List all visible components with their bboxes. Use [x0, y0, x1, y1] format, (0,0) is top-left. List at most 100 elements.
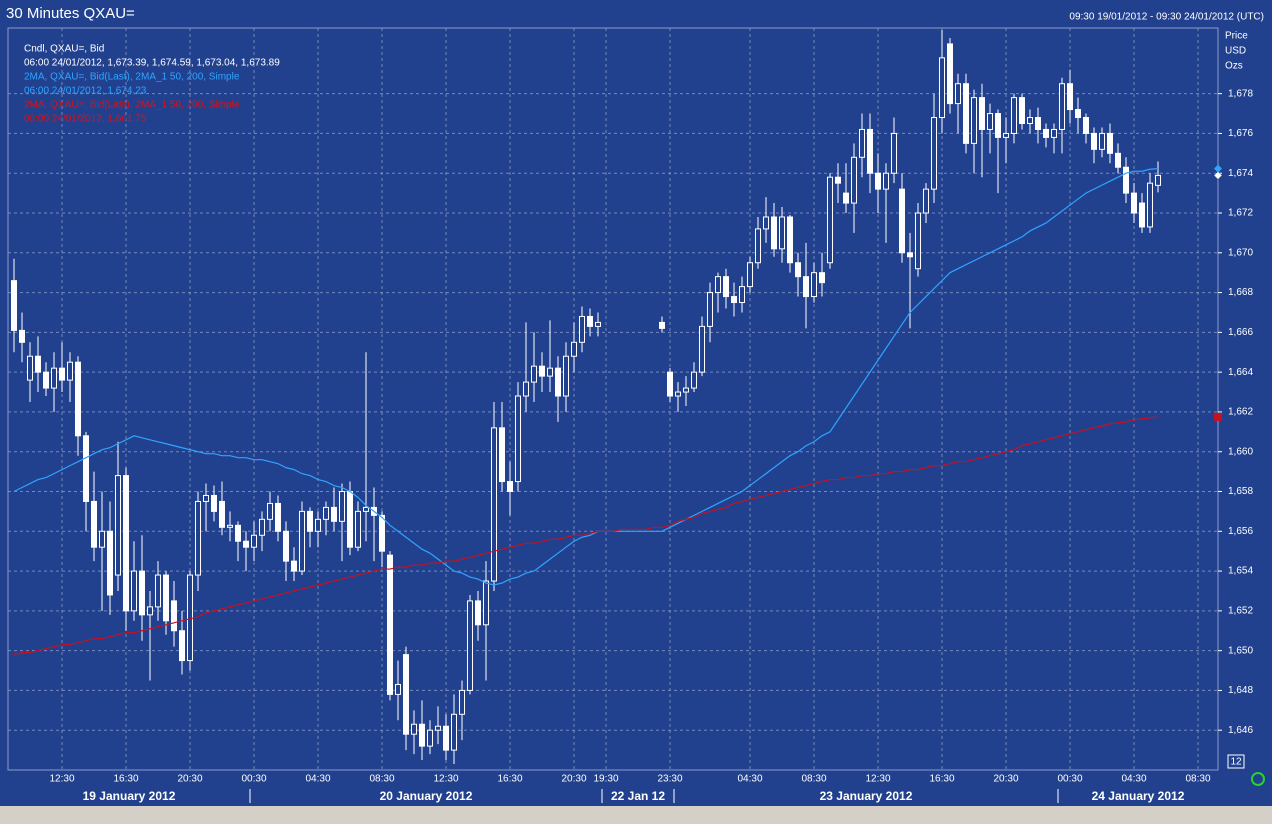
candle-body — [707, 292, 713, 327]
candle-body — [51, 367, 57, 389]
candle-body — [1059, 83, 1065, 130]
x-tick-label: 08:30 — [801, 774, 826, 785]
legend-name: 2MA, QXAU=, Bid(Last), 2MA_1 50, 200, Si… — [24, 100, 240, 111]
candle-body — [251, 534, 257, 548]
y-tick-label: 1,658 — [1228, 486, 1253, 497]
marks — [11, 29, 1223, 765]
candle-body — [891, 132, 897, 174]
candle-body — [803, 276, 809, 298]
candle-body — [459, 689, 465, 715]
x-tick-label: 20:30 — [177, 774, 202, 785]
candle-body — [451, 713, 457, 751]
candle-body — [723, 276, 729, 298]
candle-body — [491, 427, 497, 582]
x-tick-label: 16:30 — [929, 774, 954, 785]
legend-name: Cndl, QXAU=, Bid — [24, 44, 104, 55]
candle-body — [955, 83, 961, 105]
candle-body — [843, 192, 849, 204]
candle-body — [35, 355, 41, 373]
candle-body — [571, 341, 577, 357]
plot-area — [7, 27, 1219, 771]
candle-body — [1019, 97, 1025, 124]
candle-body — [1003, 132, 1009, 138]
candle-body — [763, 216, 769, 230]
candle-body — [27, 355, 33, 381]
candle-body — [483, 580, 489, 626]
corner-box — [1227, 754, 1245, 769]
candle-body — [395, 683, 401, 695]
candle-body — [419, 723, 425, 747]
y-tick-label: 1,670 — [1228, 247, 1253, 258]
axis-unit: Ozs — [1225, 61, 1243, 72]
candle-body — [851, 156, 857, 204]
candle-body — [915, 212, 921, 270]
candle-body — [835, 176, 841, 184]
candle-body — [91, 500, 97, 548]
x-tick-label: 16:30 — [113, 774, 138, 785]
candle-body — [667, 371, 673, 397]
candle-body — [427, 729, 433, 747]
candle-body — [267, 502, 273, 520]
axis-unit: Price — [1225, 31, 1248, 42]
candle-body — [731, 296, 737, 304]
y-tick-label: 1,674 — [1228, 168, 1253, 179]
x-tick-label: 00:30 — [1057, 774, 1082, 785]
date-label: 24 January 2012 — [1092, 789, 1185, 803]
candle-body — [675, 391, 681, 397]
candle-body — [403, 654, 409, 735]
x-tick-label: 04:30 — [1121, 774, 1146, 785]
x-tick-label: 16:30 — [497, 774, 522, 785]
candle-body — [715, 276, 721, 294]
x-tick-label: 12:30 — [433, 774, 458, 785]
candle-body — [1115, 152, 1121, 168]
candle-body — [659, 321, 665, 329]
candle-body — [819, 272, 825, 284]
y-tick-label: 1,678 — [1228, 88, 1253, 99]
candle-body — [379, 514, 385, 552]
candle-body — [155, 574, 161, 608]
corner-label: 12 — [1230, 757, 1242, 768]
candle-body — [987, 113, 993, 130]
candle-body — [771, 216, 777, 250]
candle-body — [1147, 182, 1153, 228]
x-tick-label: 19:30 — [593, 774, 618, 785]
candle-body — [1075, 109, 1081, 119]
candle-body — [67, 361, 73, 381]
candle-body — [411, 723, 417, 735]
candle-body — [75, 361, 81, 437]
y-tick-label: 1,652 — [1228, 605, 1253, 616]
legend-last: 06:00 24/01/2012, 1,674.23 — [24, 86, 147, 97]
candle-body — [355, 510, 361, 548]
candle-body — [515, 395, 521, 483]
candle-body — [123, 475, 129, 612]
x-tick-label: 04:30 — [305, 774, 330, 785]
status-strip — [0, 806, 1272, 824]
candle-body — [499, 427, 505, 483]
candle-body — [19, 329, 25, 343]
candle-body — [291, 560, 297, 572]
candle-body — [595, 321, 601, 327]
labels: 1,646 1,648 1,650 1,652 1,654 1,656 1,658 1,660… — [24, 44, 1253, 804]
candle-body — [939, 57, 945, 119]
moving-average-line — [13, 416, 1159, 656]
candle-body — [307, 510, 313, 532]
candle-body — [779, 216, 785, 250]
chart-title: 30 Minutes QXAU= — [6, 5, 135, 22]
candle-body — [171, 600, 177, 632]
candle-body — [747, 262, 753, 288]
y-tick-label: 1,656 — [1228, 526, 1253, 537]
candle-body — [43, 371, 49, 389]
x-tick-label: 08:30 — [1185, 774, 1210, 785]
candle-body — [963, 83, 969, 144]
candle-body — [947, 43, 953, 105]
candle-body — [467, 600, 473, 691]
candle-body — [211, 494, 217, 512]
candle-body — [387, 554, 393, 695]
candle-body — [555, 367, 561, 397]
status-indicator[interactable] — [1251, 772, 1265, 786]
candle-body — [1043, 128, 1049, 138]
x-tick-label: 20:30 — [561, 774, 586, 785]
candle-body — [11, 280, 17, 331]
y-tick-label: 1,662 — [1228, 407, 1253, 418]
